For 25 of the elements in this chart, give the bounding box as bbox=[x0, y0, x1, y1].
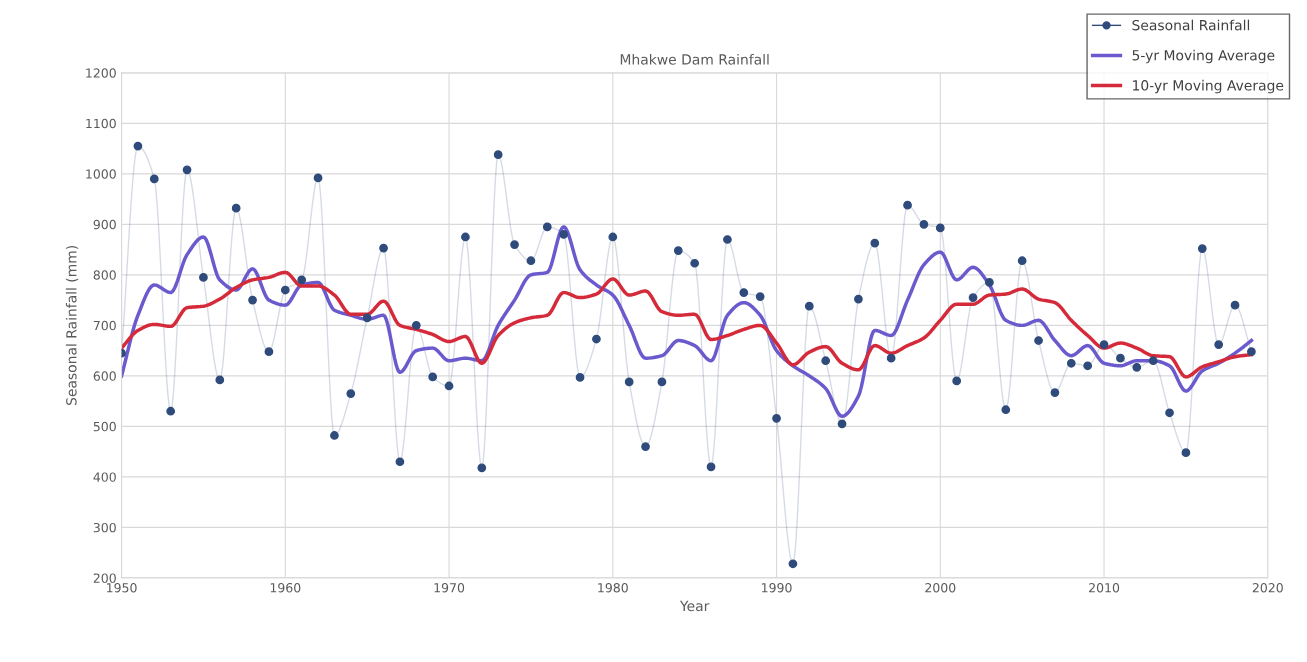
y-axis-title: Seasonal Rainfall (mm) bbox=[65, 246, 79, 406]
y-tick-label: 1200 bbox=[86, 68, 116, 78]
x-axis-title: Year bbox=[679, 600, 710, 612]
x-tick-label: 2020 bbox=[1252, 583, 1283, 593]
y-tick-label: 500 bbox=[93, 421, 116, 432]
x-tick-label: 2010 bbox=[1089, 583, 1120, 593]
legend-label: 5-yr Moving Average bbox=[1132, 49, 1275, 64]
legend-label: Seasonal Rainfall bbox=[1132, 19, 1250, 31]
x-tick-label: 1950 bbox=[107, 583, 137, 593]
x-tick-label: 1960 bbox=[270, 583, 301, 593]
x-tick-label: 1990 bbox=[762, 583, 792, 593]
y-tick-label: 400 bbox=[93, 472, 116, 482]
x-tick-label: 1970 bbox=[434, 583, 465, 593]
y-tick-label: 300 bbox=[93, 522, 116, 533]
y-tick-label: 900 bbox=[93, 219, 116, 230]
y-tick-label: 800 bbox=[93, 270, 116, 280]
chart-title: Mhakwe Dam Rainfall bbox=[620, 53, 769, 65]
y-tick-label: 1000 bbox=[86, 169, 116, 179]
y-tick-label: 200 bbox=[93, 573, 116, 583]
y-tick-label: 700 bbox=[93, 320, 116, 331]
legend-label: 10-yr Moving Average bbox=[1133, 79, 1284, 94]
y-tick-label: 600 bbox=[93, 371, 116, 381]
x-tick-label: 2000 bbox=[925, 583, 956, 593]
y-tick-label: 1100 bbox=[86, 118, 116, 129]
x-tick-label: 1980 bbox=[598, 583, 628, 593]
